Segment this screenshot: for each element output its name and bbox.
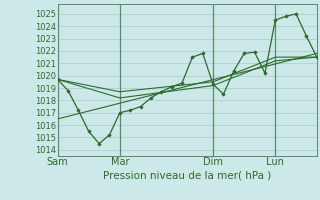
X-axis label: Pression niveau de la mer( hPa ): Pression niveau de la mer( hPa )	[103, 170, 271, 180]
